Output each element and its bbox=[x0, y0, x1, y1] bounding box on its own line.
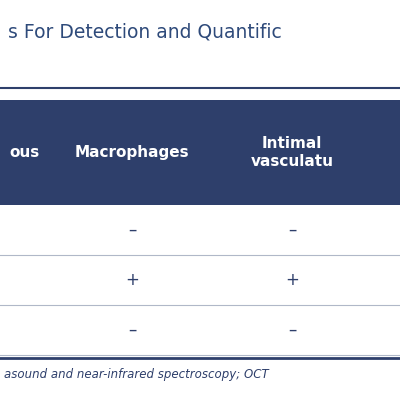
Text: –: – bbox=[128, 321, 136, 339]
Text: –: – bbox=[128, 221, 136, 239]
Text: +: + bbox=[125, 271, 139, 289]
Text: –: – bbox=[288, 321, 296, 339]
Text: s For Detection and Quantific: s For Detection and Quantific bbox=[8, 22, 282, 41]
Bar bbox=[0, 255, 400, 305]
Bar bbox=[0, 100, 400, 205]
Text: Macrophages: Macrophages bbox=[75, 145, 189, 160]
Text: –: – bbox=[288, 221, 296, 239]
Text: Intimal
vasculatu: Intimal vasculatu bbox=[250, 136, 334, 169]
Bar bbox=[0, 205, 400, 255]
Text: +: + bbox=[285, 271, 299, 289]
Text: ous: ous bbox=[9, 145, 39, 160]
Bar bbox=[0, 305, 400, 355]
Text: asound and near-infrared spectroscopy; OCT: asound and near-infrared spectroscopy; O… bbox=[4, 368, 269, 381]
